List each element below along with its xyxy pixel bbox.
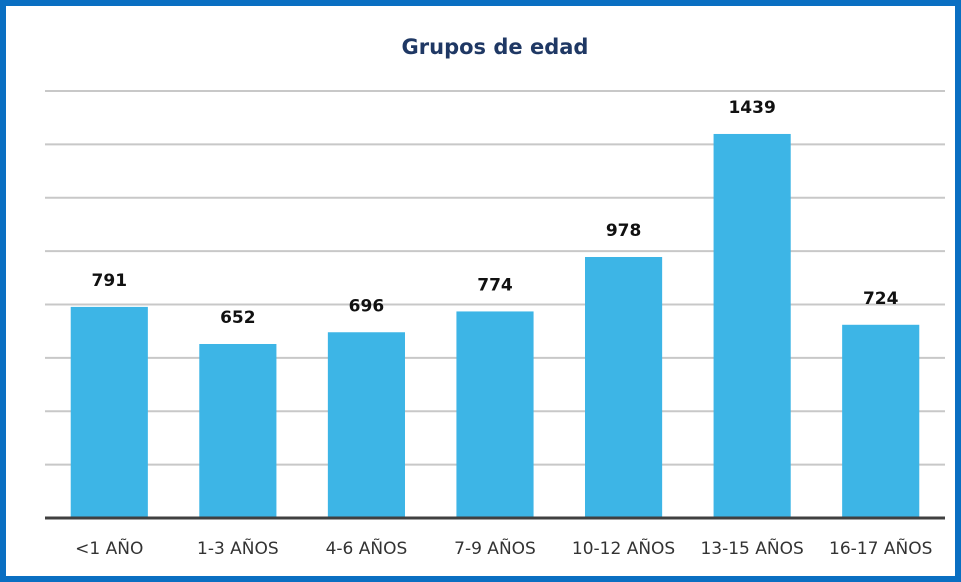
x-tick-label: 16-17 AÑOS: [829, 537, 932, 559]
data-label: 724: [863, 289, 899, 309]
data-label: 1439: [728, 98, 775, 118]
x-tick-label: 13-15 AÑOS: [700, 537, 803, 559]
bar: [199, 343, 277, 518]
data-label: 774: [477, 275, 513, 295]
x-tick-label: 1-3 AÑOS: [197, 537, 279, 559]
bar: [327, 332, 405, 518]
x-tick-label: 4-6 AÑOS: [326, 537, 408, 559]
chart-title: Grupos de edad: [402, 35, 589, 59]
data-label: 696: [349, 296, 385, 316]
data-label: 652: [220, 308, 256, 328]
data-label: 978: [606, 221, 642, 241]
bar: [70, 306, 148, 518]
x-tick-label: 10-12 AÑOS: [572, 537, 675, 559]
x-tick-label: 7-9 AÑOS: [454, 537, 536, 559]
bar: [456, 311, 534, 518]
bar: [585, 256, 663, 518]
data-label: 791: [92, 271, 128, 291]
bar: [842, 324, 920, 518]
bar: [713, 133, 791, 519]
x-tick-label: <1 AÑO: [75, 537, 143, 559]
